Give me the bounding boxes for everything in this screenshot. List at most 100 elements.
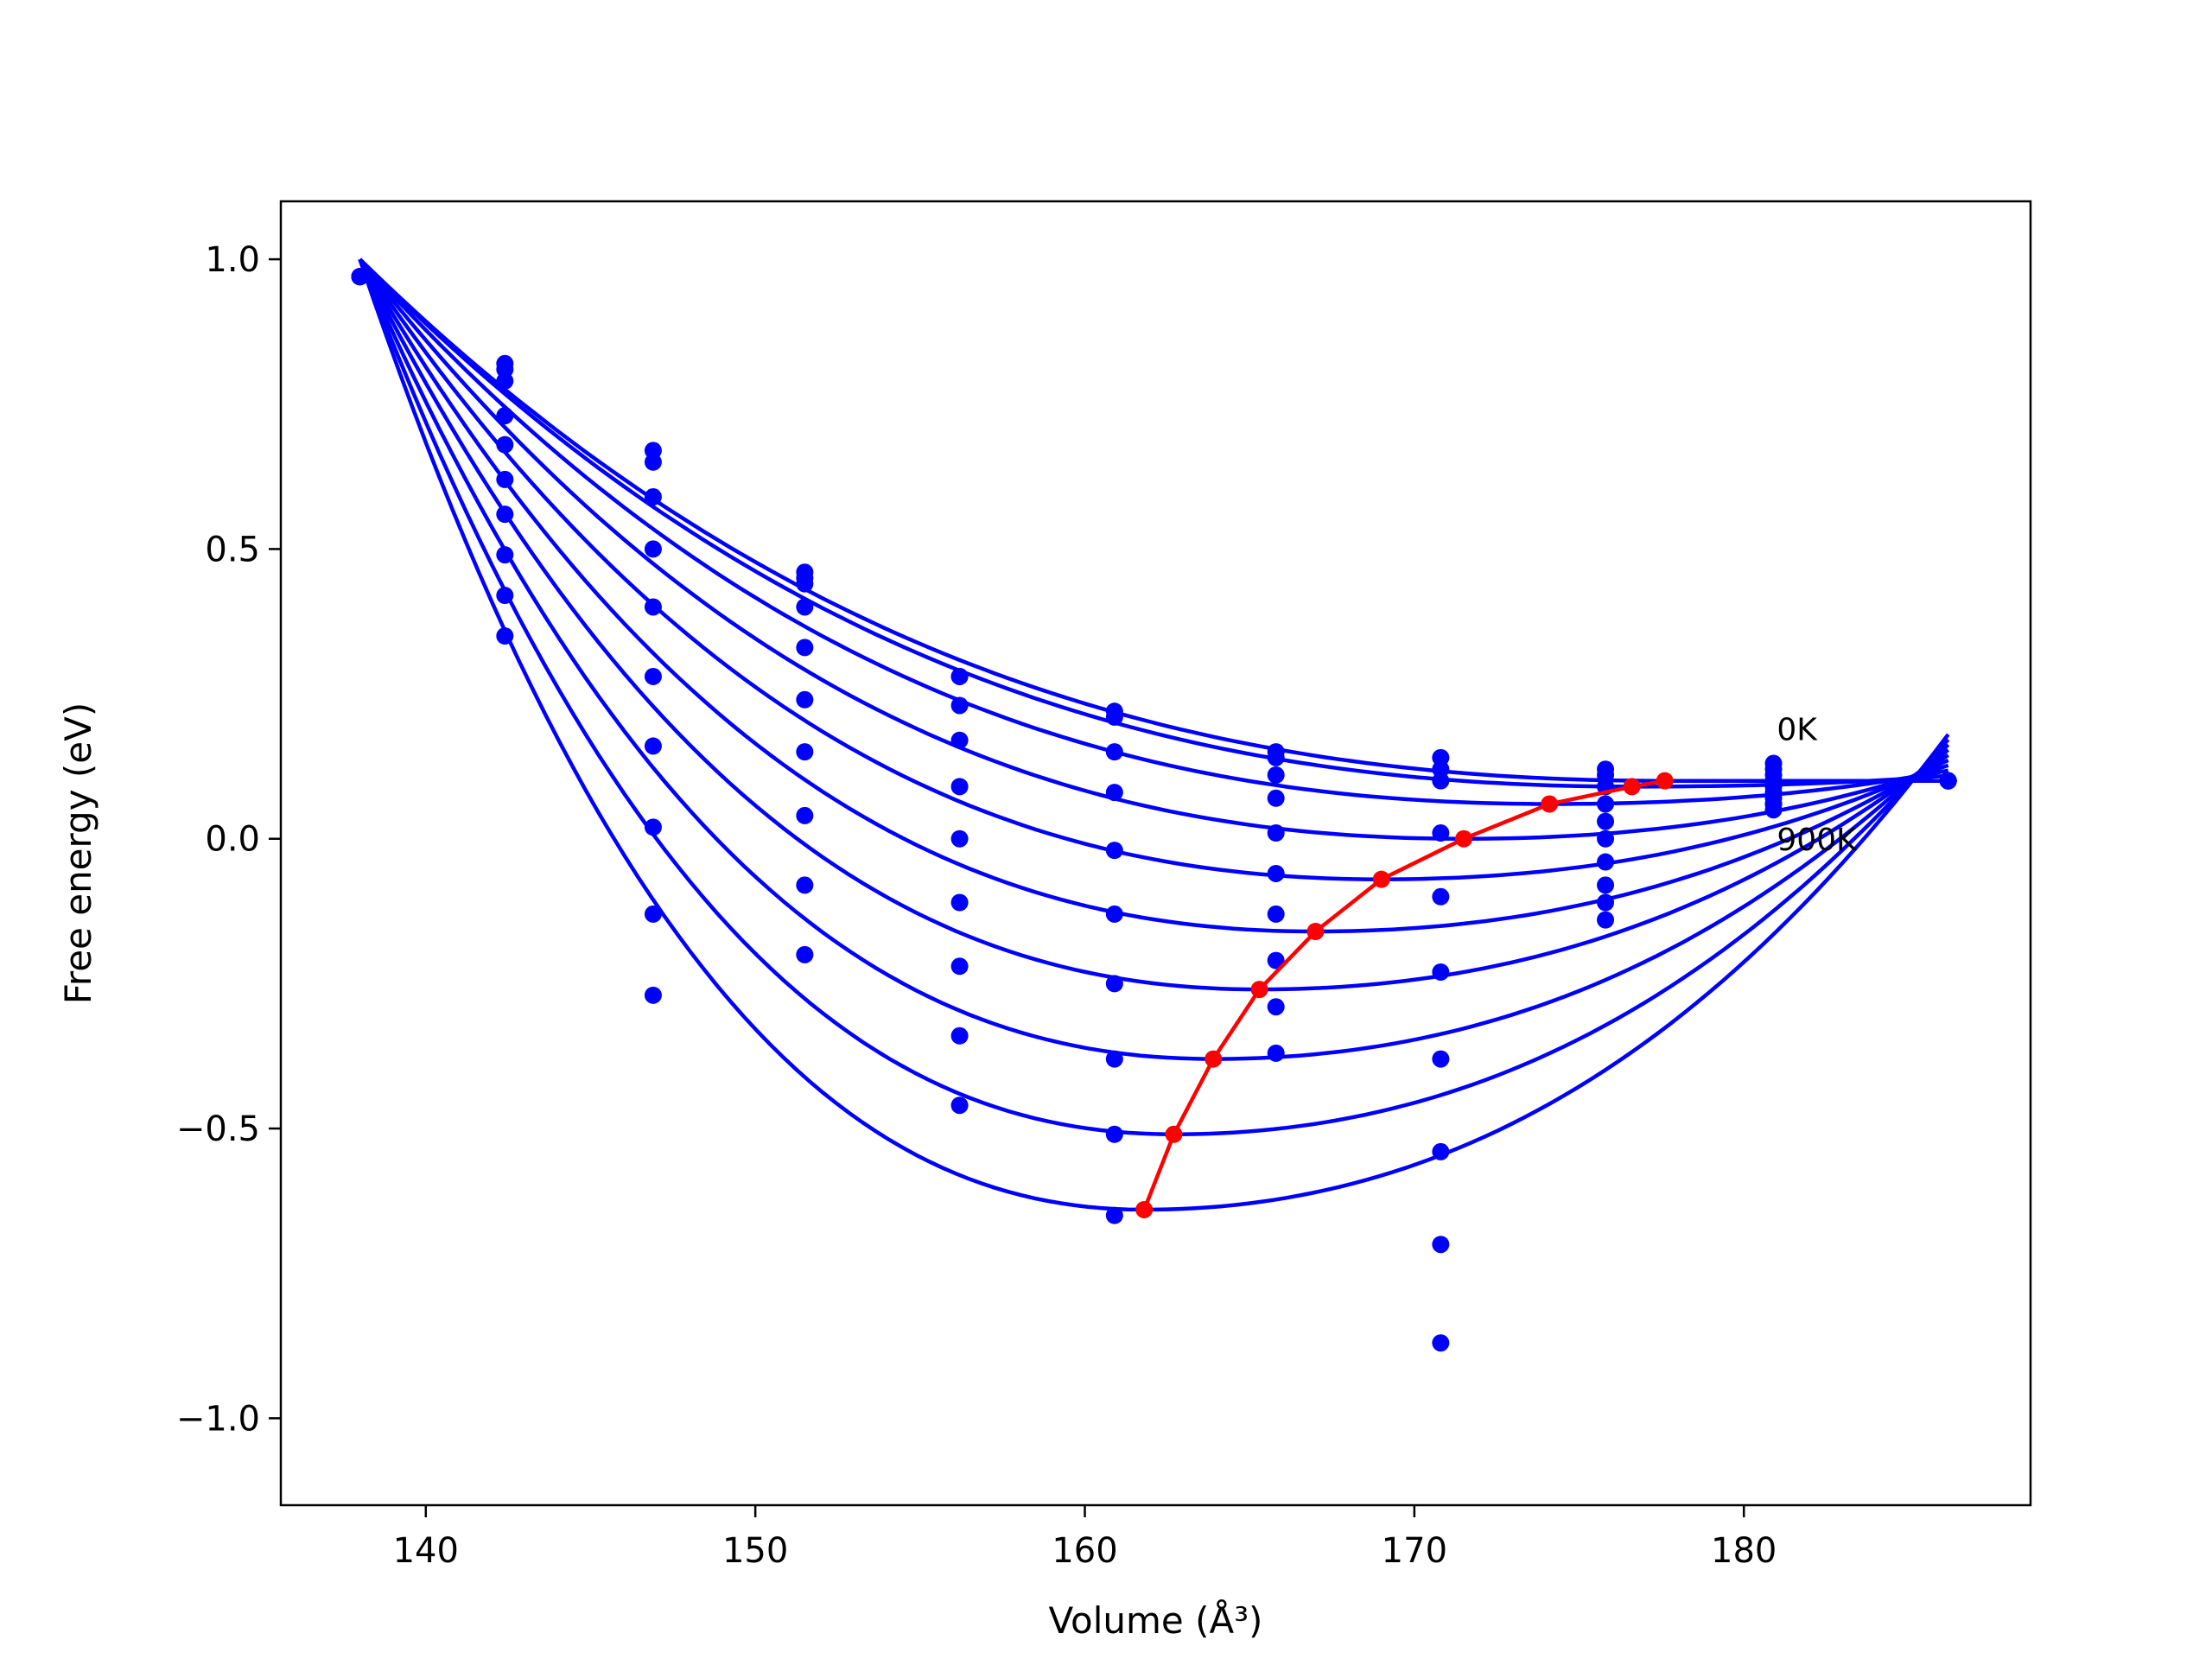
data-point [1105, 1050, 1123, 1068]
data-point [950, 1096, 969, 1115]
minimum-point [1250, 981, 1268, 999]
x-tick-label: 140 [393, 1531, 459, 1571]
data-point [1597, 876, 1615, 894]
data-point [950, 957, 969, 976]
data-point [1267, 864, 1285, 882]
minimum-path-line [1142, 779, 1666, 1211]
data-point [1597, 812, 1615, 830]
y-tick-label: 0.5 [205, 530, 260, 569]
data-point [1432, 824, 1450, 842]
data-point [496, 505, 514, 524]
minimum-point [1165, 1125, 1183, 1143]
data-point [644, 598, 662, 616]
fit-curve [358, 257, 1949, 881]
data-point [950, 667, 969, 685]
data-point [644, 488, 662, 506]
data-point [1432, 887, 1450, 906]
data-point [1597, 795, 1615, 813]
data-point [1432, 1050, 1450, 1068]
data-point [796, 806, 814, 824]
data-point [1105, 708, 1123, 726]
data-point [644, 667, 662, 685]
data-point [496, 407, 514, 425]
minimum-point [1372, 870, 1390, 888]
data-point [796, 575, 814, 593]
y-axis-ticks: −1.0 −0.5 0.0 0.5 1.0 [176, 240, 281, 1439]
data-point [796, 639, 814, 657]
data-point [1432, 1142, 1450, 1160]
x-tick-label: 170 [1382, 1531, 1447, 1571]
minimum-point [1455, 830, 1473, 848]
fit-curve [358, 257, 1949, 934]
data-point [1764, 801, 1783, 819]
data-point [1105, 743, 1123, 761]
data-point [496, 470, 514, 488]
data-point [351, 268, 369, 286]
data-point [950, 830, 969, 848]
data-point [1267, 766, 1285, 784]
data-point [1105, 975, 1123, 993]
plot-frame [279, 200, 2032, 1507]
fit-curve [358, 257, 1948, 783]
data-point [644, 986, 662, 1004]
data-point [1432, 1236, 1450, 1254]
data-point [1267, 905, 1285, 923]
x-tick-label: 160 [1052, 1531, 1117, 1571]
minimum-path [1135, 772, 1674, 1218]
data-point [950, 696, 969, 715]
data-point [644, 453, 662, 471]
data-point [644, 540, 662, 558]
fit-curve [358, 257, 1949, 841]
data-point [1597, 853, 1615, 871]
minimum-point [1656, 772, 1674, 790]
data-point [496, 587, 514, 605]
data-point [1267, 789, 1285, 807]
data-point [796, 598, 814, 616]
data-point [644, 818, 662, 836]
data-point [1267, 998, 1285, 1016]
data-point [950, 1027, 969, 1045]
y-tick-label: −1.0 [176, 1399, 260, 1439]
data-point [1267, 1044, 1285, 1062]
y-tick-label: 1.0 [205, 240, 260, 280]
minimum-point [1623, 778, 1641, 796]
data-point [1105, 905, 1123, 923]
data-point [796, 690, 814, 709]
fit-curve [358, 258, 1950, 1136]
fit-curve [358, 257, 1949, 806]
data-point [1597, 911, 1615, 929]
data-point [950, 778, 969, 796]
data-point [644, 905, 662, 923]
data-point [950, 893, 969, 912]
fit-curve [358, 257, 1948, 789]
data-point [1432, 963, 1450, 981]
fit-curves [358, 257, 1950, 1212]
data-point [950, 731, 969, 749]
data-point [1267, 824, 1285, 842]
data-point [1597, 893, 1615, 912]
data-point [496, 627, 514, 645]
x-axis-ticks: 140 150 160 170 180 [393, 1505, 1777, 1571]
data-point [1939, 772, 1957, 790]
data-point [496, 435, 514, 454]
annotation-0k: 0K [1777, 713, 1818, 748]
x-tick-label: 150 [722, 1531, 788, 1571]
data-point [644, 737, 662, 755]
x-tick-label: 180 [1711, 1531, 1777, 1571]
fit-curve [358, 258, 1950, 992]
minimum-point [1541, 795, 1559, 813]
data-point [1105, 1125, 1123, 1143]
y-axis-label: Free energy (eV) [57, 702, 99, 1005]
annotation-900k: 900K [1777, 823, 1858, 858]
y-tick-label: −0.5 [176, 1109, 260, 1149]
fit-curve [358, 258, 1950, 1212]
data-point [1597, 830, 1615, 848]
fit-curve [358, 258, 1950, 1061]
data-point [496, 372, 514, 390]
data-point [796, 876, 814, 894]
data-points [351, 268, 1957, 1352]
data-point [796, 743, 814, 761]
data-point [1267, 951, 1285, 969]
